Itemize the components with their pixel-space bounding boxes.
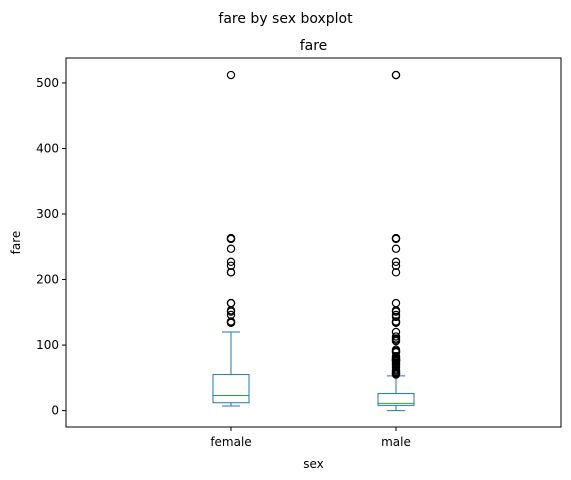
outlier-point [226, 261, 236, 270]
y-tick-label: 100 [36, 338, 59, 352]
outlier-point [391, 70, 401, 80]
y-tick-label: 300 [36, 207, 59, 221]
outlier-point [226, 244, 236, 253]
outlier-point [391, 327, 401, 337]
outlier-point [391, 336, 401, 346]
outlier-point [226, 298, 236, 308]
outlier-point [226, 268, 236, 277]
outlier-point [391, 234, 401, 244]
outlier-point [226, 257, 236, 267]
box-group-female [212, 70, 250, 407]
outlier-point [391, 257, 401, 267]
outlier-point [391, 268, 401, 277]
plot-frame [65, 57, 562, 428]
outlier-point [391, 318, 401, 327]
y-tick-label: 400 [36, 141, 59, 155]
iqr-box [212, 374, 250, 404]
y-axis-label: fare [9, 231, 23, 255]
chart-title: fare [300, 38, 328, 54]
outlier-point [391, 244, 401, 253]
box-group-male [377, 70, 415, 412]
outlier-point [391, 261, 401, 270]
x-tick-label: female [210, 435, 251, 449]
chart-suptitle: fare by sex boxplot [218, 11, 353, 27]
outlier-point [226, 307, 236, 316]
y-tick-label: 500 [36, 76, 59, 90]
x-tick-label: male [381, 435, 411, 449]
outlier-point [391, 298, 401, 308]
outlier-point [226, 234, 236, 244]
y-axis: 0 100 200 300 400 500 [36, 76, 66, 418]
outlier-point [391, 370, 401, 379]
outlier-point [391, 307, 401, 316]
y-tick-label: 0 [51, 404, 59, 418]
y-tick-label: 200 [36, 273, 59, 287]
outlier-point [226, 318, 236, 327]
outlier-point [226, 70, 236, 80]
iqr-box [377, 393, 415, 406]
x-axis: female male [210, 427, 411, 449]
plot-area [212, 70, 415, 412]
outlier-point [391, 312, 401, 322]
x-axis-label: sex [303, 457, 324, 471]
